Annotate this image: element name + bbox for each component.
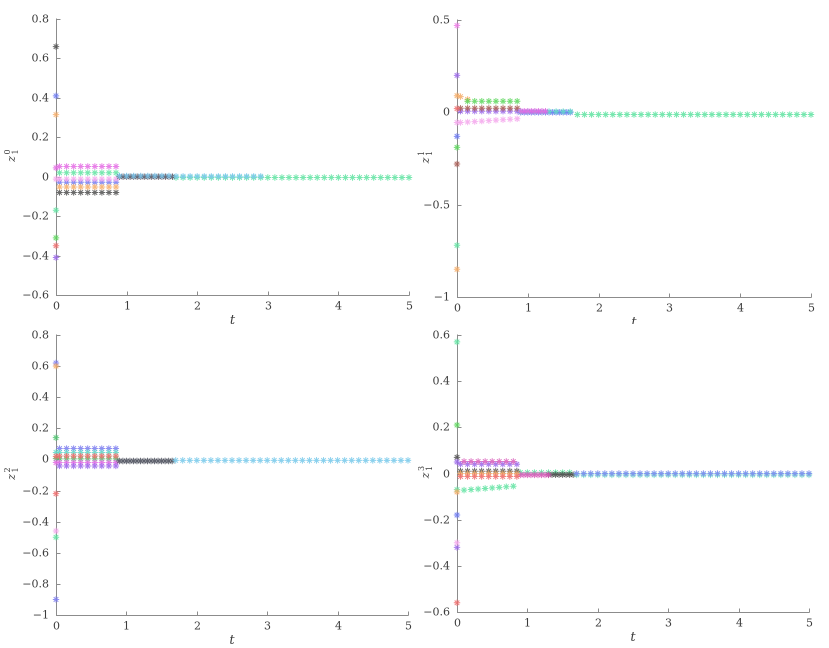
- subplot-z1-2: [0, 324, 414, 648]
- plot-canvas-z1-2: [0, 324, 414, 648]
- plot-canvas-z1-3: [414, 324, 829, 648]
- subplot-z1-1: [414, 0, 829, 324]
- plot-canvas-z1-0: [0, 0, 414, 324]
- subplot-z1-3: [414, 324, 829, 648]
- plot-canvas-z1-1: [414, 0, 829, 324]
- subplot-z1-0: [0, 0, 414, 324]
